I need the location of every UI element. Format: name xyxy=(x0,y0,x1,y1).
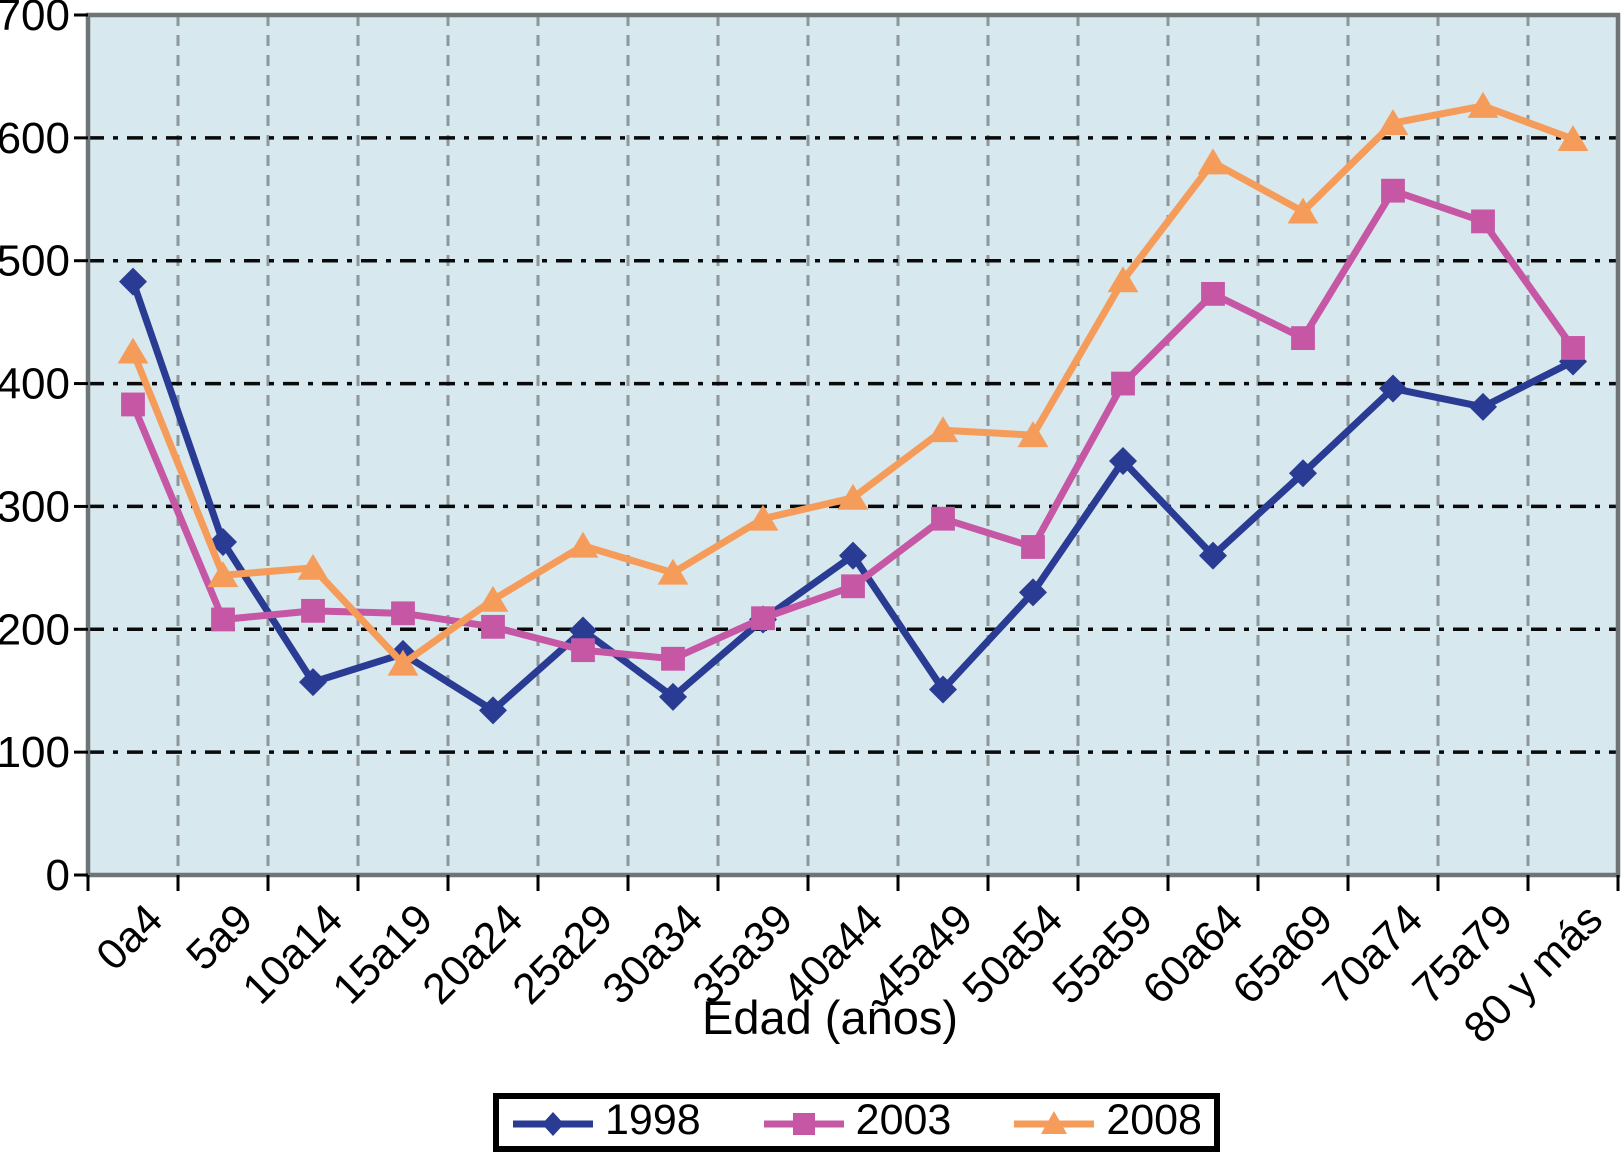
marker-2008 xyxy=(387,649,419,676)
plot-area xyxy=(88,15,1618,875)
marker-2008 xyxy=(1197,148,1229,175)
marker-2008 xyxy=(477,585,509,612)
x-tick-label: 0a4 xyxy=(87,895,172,980)
marker-2008 xyxy=(1287,197,1319,224)
x-axis-title: Edad (años) xyxy=(701,991,959,1044)
x-tick-label: 30a34 xyxy=(594,895,712,1013)
marker-1998 xyxy=(839,541,867,570)
y-tick-label: 200 xyxy=(0,605,70,654)
marker-2008 xyxy=(117,337,149,364)
marker-2003 xyxy=(1201,281,1225,306)
marker-2008 xyxy=(1467,91,1499,118)
marker-2003 xyxy=(121,392,145,417)
marker-1998 xyxy=(1469,392,1497,421)
marker-2008 xyxy=(1377,109,1409,136)
marker-2003 xyxy=(1291,326,1315,351)
marker-2008 xyxy=(837,483,869,510)
legend-item-2008: 2008 xyxy=(1012,1099,1202,1146)
marker-2008 xyxy=(657,558,689,585)
legend-label: 2008 xyxy=(1106,1096,1202,1144)
marker-2008 xyxy=(207,561,239,588)
marker-1998 xyxy=(1379,374,1407,403)
marker-2003 xyxy=(751,606,775,631)
x-tick-label: 55a59 xyxy=(1044,895,1162,1013)
marker-2003 xyxy=(841,574,865,599)
marker-2003 xyxy=(571,638,595,663)
x-tick-label: 50a54 xyxy=(954,895,1072,1013)
y-tick-label: 300 xyxy=(0,482,70,531)
marker-2003 xyxy=(661,646,685,671)
marker-2008 xyxy=(1017,421,1049,448)
x-tick-label: 15a19 xyxy=(324,895,442,1013)
marker-2003 xyxy=(1471,209,1495,234)
marker-2008 xyxy=(297,553,329,580)
marker-1998 xyxy=(119,267,147,296)
legend-marker xyxy=(1041,1110,1068,1134)
marker-2003 xyxy=(1021,535,1045,559)
x-tick-label: 20a24 xyxy=(414,895,532,1013)
marker-2003 xyxy=(1561,336,1585,360)
marker-2008 xyxy=(1107,266,1139,293)
legend-swatch-triangle-icon xyxy=(1014,1110,1095,1134)
legend: 1998 2003 2008 xyxy=(493,1093,1220,1152)
x-tick-label: 65a69 xyxy=(1224,895,1342,1013)
x-tick-label: 60a64 xyxy=(1134,895,1252,1013)
marker-1998 xyxy=(1289,459,1317,488)
legend-swatch-square-icon xyxy=(763,1112,844,1135)
marker-2003 xyxy=(1111,371,1135,396)
marker-2003 xyxy=(481,614,505,639)
marker-2008 xyxy=(567,531,599,558)
marker-1998 xyxy=(659,682,687,711)
marker-2003 xyxy=(391,601,415,626)
legend-marker xyxy=(542,1111,564,1136)
marker-1998 xyxy=(929,675,957,704)
marker-1998 xyxy=(569,616,597,645)
marker-1998 xyxy=(1109,446,1137,475)
marker-1998 xyxy=(299,668,327,697)
x-tick-label: 10a14 xyxy=(234,895,352,1013)
marker-1998 xyxy=(1199,541,1227,570)
y-tick-label: 100 xyxy=(0,728,70,777)
legend-item-2003: 2003 xyxy=(762,1096,952,1146)
y-tick-label: 500 xyxy=(0,237,70,286)
marker-2008 xyxy=(927,416,959,443)
legend-label: 2003 xyxy=(855,1096,952,1144)
y-tick-label: 700 xyxy=(0,0,70,40)
legend-swatch-diamond-icon xyxy=(513,1111,593,1136)
x-tick-label: 25a29 xyxy=(504,895,622,1013)
marker-2008 xyxy=(1557,125,1589,151)
marker-2003 xyxy=(301,598,325,623)
legend-marker xyxy=(792,1112,815,1135)
y-tick-label: 400 xyxy=(0,360,70,409)
marker-2003 xyxy=(211,607,235,632)
legend-item-1998: 1998 xyxy=(511,1099,701,1146)
marker-2008 xyxy=(747,504,779,531)
y-tick-label: 0 xyxy=(46,851,70,900)
marker-1998 xyxy=(479,696,507,725)
x-tick-label: 70a74 xyxy=(1314,895,1432,1013)
legend-label: 1998 xyxy=(605,1096,701,1144)
plot-border xyxy=(85,12,1621,878)
marker-1998 xyxy=(1019,578,1047,607)
marker-2003 xyxy=(1381,178,1405,203)
y-tick-label: 600 xyxy=(0,114,70,163)
marker-2003 xyxy=(931,506,955,531)
